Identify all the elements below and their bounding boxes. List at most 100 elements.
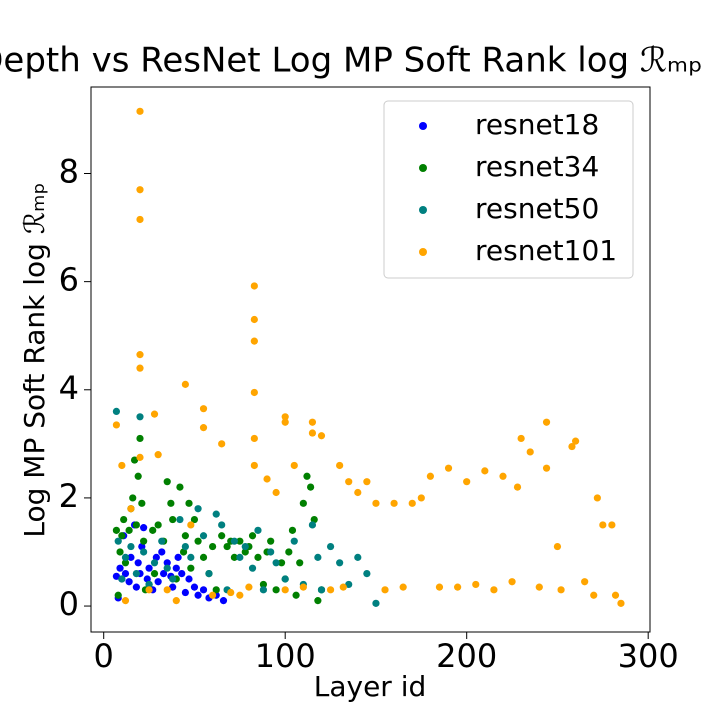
point [296,559,304,567]
point [138,542,146,551]
point [158,537,166,545]
point [272,488,280,497]
point [317,432,326,440]
point [187,553,195,561]
point [194,537,202,545]
point [259,580,268,589]
point [152,553,160,561]
point [310,515,318,524]
point [292,591,300,599]
point [417,494,425,502]
point [227,588,235,597]
series [112,407,380,607]
legend-label: resnet50 [475,192,599,225]
point [163,478,171,486]
point [172,597,180,605]
point [571,437,580,445]
point [236,591,244,599]
point [568,442,576,451]
point [230,553,238,561]
point [127,553,135,561]
point [218,440,226,448]
point [150,570,159,578]
point [169,583,177,591]
point [288,526,297,534]
point [250,434,258,443]
point [426,472,434,480]
point [308,521,317,529]
point [499,472,507,480]
point [553,542,562,551]
point [326,542,335,551]
point [121,559,130,567]
point [114,537,122,545]
point [190,515,199,524]
point [169,515,177,524]
point [150,559,159,567]
point [345,478,353,486]
point [241,542,249,551]
point [399,583,407,591]
point [194,505,202,513]
x-tick-label: 200 [436,637,497,675]
point [314,553,322,561]
point [181,380,189,388]
legend-marker [419,122,427,130]
point [163,559,171,567]
point [218,532,226,540]
point [181,542,189,551]
plot-frame [90,86,651,633]
point [143,575,151,583]
point [542,418,551,426]
point [472,580,480,589]
point [303,472,311,480]
point [112,526,121,534]
point [285,548,293,556]
point [241,548,249,556]
legend-marker [419,164,427,172]
point [363,478,371,486]
point [120,515,128,524]
point [299,583,307,591]
point [199,424,208,432]
point [248,532,257,540]
point [138,499,146,507]
point [127,542,135,551]
point [372,499,380,507]
point [172,564,180,572]
point [339,583,347,591]
point [187,564,195,572]
point [212,510,220,518]
point [199,405,208,413]
point [149,526,157,534]
legend-label: resnet101 [475,234,617,267]
point [158,548,166,556]
point [125,526,133,534]
legend-marker [419,206,427,214]
point [513,483,522,491]
x-tick-label: 0 [94,637,114,675]
point [250,388,258,397]
point [112,421,121,429]
point [127,505,135,513]
point [145,580,153,589]
point [535,583,543,591]
y-tick-label: 6 [59,261,79,299]
legend-box [383,100,634,279]
point [219,597,228,605]
legend-marker [419,248,427,256]
point [454,583,462,591]
point [581,578,589,586]
x-tick-label: 100 [255,637,316,675]
point [267,537,275,545]
point [218,521,226,529]
point [145,564,153,572]
point [281,413,289,421]
point [190,583,199,591]
point [136,413,144,421]
point [508,578,516,586]
point [526,448,534,456]
legend-label: resnet18 [475,108,599,141]
point [130,456,139,464]
y-tick-label: 8 [59,153,79,191]
